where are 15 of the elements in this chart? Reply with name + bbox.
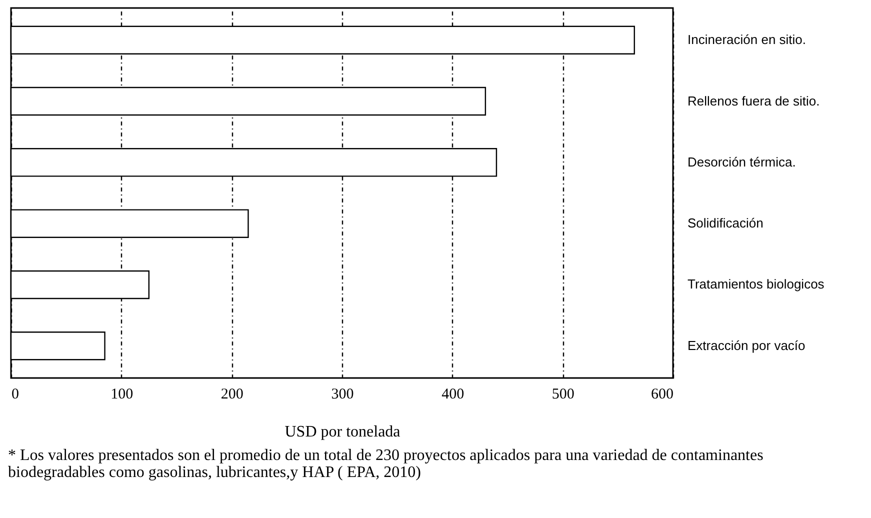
y-tick-label: Tratamientos biologicos bbox=[688, 276, 825, 292]
x-tick-label: 500 bbox=[552, 386, 574, 402]
x-axis-title: USD por tonelada bbox=[284, 424, 400, 440]
y-tick-label: Incineración en sitio. bbox=[688, 32, 806, 48]
y-tick-label: Extracción por vacío bbox=[688, 338, 806, 353]
x-tick-label: 100 bbox=[110, 386, 134, 402]
y-tick-label: Rellenos fuera de sitio. bbox=[688, 93, 820, 108]
y-tick-label: Solidificación bbox=[688, 216, 764, 231]
x-tick-label: 0 bbox=[12, 386, 19, 402]
x-tick-label: 400 bbox=[442, 386, 464, 402]
x-tick-label: 200 bbox=[220, 386, 244, 402]
x-tick-label: 600 bbox=[651, 386, 674, 402]
x-tick-label: 300 bbox=[331, 386, 354, 402]
y-tick-label: Desorción térmica. bbox=[688, 154, 796, 170]
text: * Los valores presentados son el promedio de un total de 230 proyectos aplicados para una variedad de contaminantes biodegradables como gasolinas, lubricantes,y HAP ( EPA, 2010) bbox=[8, 447, 764, 481]
